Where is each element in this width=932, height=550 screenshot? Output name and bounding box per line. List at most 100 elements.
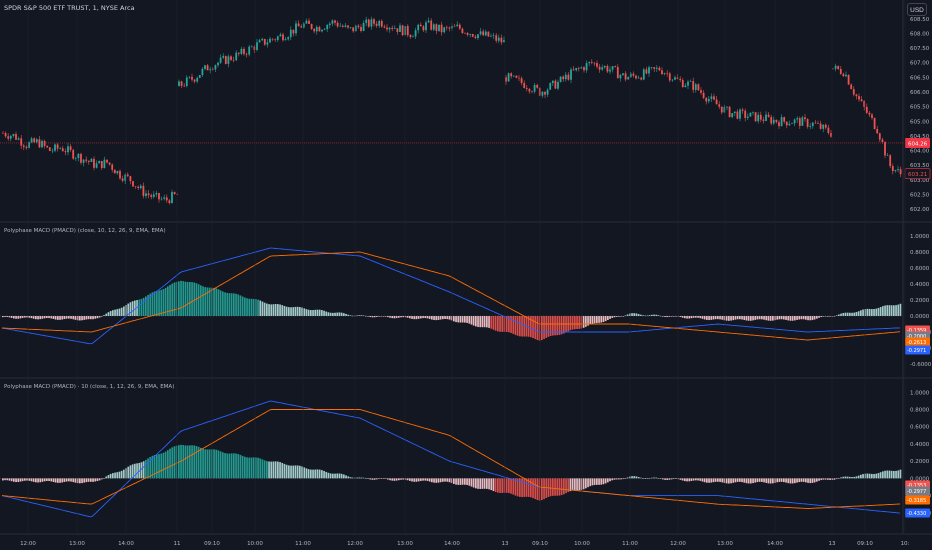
- histogram-bar: [301, 466, 303, 479]
- candle-body: [839, 69, 842, 74]
- candle-body: [606, 66, 609, 72]
- histogram-bar: [725, 316, 728, 321]
- histogram-bar: [285, 306, 288, 316]
- candle-body: [687, 81, 689, 86]
- histogram-bar: [857, 475, 860, 479]
- histogram-bar: [556, 316, 559, 336]
- time-axis-label: 13: [502, 541, 509, 547]
- candle-body: [793, 119, 796, 124]
- histogram-bar: [589, 478, 592, 487]
- candle-body: [482, 31, 485, 36]
- histogram-bar: [835, 315, 838, 316]
- candle-body: [232, 59, 235, 61]
- histogram-bar: [615, 478, 618, 480]
- candle-body: [837, 65, 840, 70]
- histogram-bar: [402, 316, 405, 318]
- histogram-bar: [376, 478, 378, 480]
- candle-body: [15, 134, 17, 140]
- histogram-bar: [321, 470, 323, 479]
- histogram-bar: [596, 478, 598, 485]
- histogram-bar: [336, 473, 339, 479]
- candle-body: [798, 118, 801, 126]
- macd-tick-label: 0.8000: [910, 250, 930, 256]
- histogram-bar: [659, 478, 662, 479]
- candle-body: [842, 73, 845, 77]
- histogram-bar: [90, 316, 92, 320]
- histogram-bar: [512, 478, 515, 495]
- candle-body: [87, 160, 90, 162]
- candle-body: [705, 97, 708, 102]
- histogram-bar: [534, 316, 537, 340]
- histogram-bar: [85, 316, 88, 320]
- histogram-bar: [886, 470, 889, 479]
- histogram-bar: [384, 478, 387, 479]
- histogram-bar: [376, 316, 378, 317]
- candle-body: [479, 31, 482, 35]
- histogram-bar: [325, 311, 328, 316]
- histogram-bar: [653, 477, 655, 479]
- histogram-bar: [340, 473, 343, 479]
- histogram-bar: [96, 478, 99, 482]
- histogram-bar: [598, 478, 600, 485]
- histogram-bar: [109, 473, 112, 479]
- histogram-bar: [237, 294, 240, 316]
- histogram-bar: [94, 316, 97, 319]
- histogram-bar: [719, 478, 721, 482]
- histogram-bar: [895, 305, 897, 316]
- candle-body: [204, 65, 206, 69]
- histogram-bar: [640, 314, 642, 316]
- histogram-bar: [818, 478, 820, 481]
- histogram-bar: [327, 312, 330, 316]
- histogram-bar: [611, 316, 614, 318]
- histogram-bar: [807, 478, 809, 483]
- histogram-bar: [316, 469, 319, 479]
- candle-body: [261, 38, 264, 41]
- histogram-bar: [890, 305, 893, 316]
- price-tick-label: 606.50: [910, 75, 930, 81]
- histogram-bar: [422, 478, 424, 481]
- histogram-bar: [140, 462, 143, 479]
- histogram-bar: [356, 315, 358, 317]
- histogram-bar: [602, 316, 605, 323]
- candle-body: [624, 73, 627, 80]
- histogram-bar: [855, 476, 858, 479]
- histogram-bar: [417, 478, 420, 482]
- candle-body: [152, 194, 155, 197]
- histogram-bar: [745, 478, 748, 484]
- signal-line: [1, 409, 901, 509]
- candle-body: [466, 33, 469, 35]
- histogram-bar: [618, 316, 620, 317]
- time-axis-label: 09:10: [532, 541, 548, 547]
- histogram-bar: [70, 478, 72, 482]
- histogram-bar: [380, 316, 383, 317]
- histogram-bar: [626, 314, 629, 316]
- histogram-bar: [193, 445, 196, 479]
- histogram-bar: [673, 478, 675, 479]
- candle-body: [681, 80, 684, 88]
- histogram-bar: [272, 304, 275, 316]
- histogram-bar: [239, 295, 242, 316]
- candle-body: [525, 87, 528, 89]
- histogram-bar: [92, 478, 94, 482]
- currency-button[interactable]: USD: [907, 3, 927, 16]
- histogram-bar: [611, 478, 614, 481]
- histogram-bar: [114, 472, 116, 479]
- histogram-bar: [433, 478, 435, 483]
- candle-body: [341, 25, 344, 27]
- candle-body: [72, 149, 75, 159]
- histogram-bar: [860, 310, 862, 316]
- candle-body: [425, 22, 427, 31]
- histogram-bar: [549, 316, 552, 337]
- histogram-bar: [754, 316, 757, 320]
- histogram-bar: [893, 305, 895, 316]
- histogram-bar: [233, 453, 235, 479]
- histogram-bar: [200, 447, 202, 479]
- histogram-bar: [635, 476, 638, 479]
- candle-body: [132, 181, 134, 187]
- candle-body: [884, 141, 886, 156]
- candle-body: [35, 139, 38, 143]
- candle-body: [752, 112, 754, 113]
- candle-body: [632, 73, 635, 76]
